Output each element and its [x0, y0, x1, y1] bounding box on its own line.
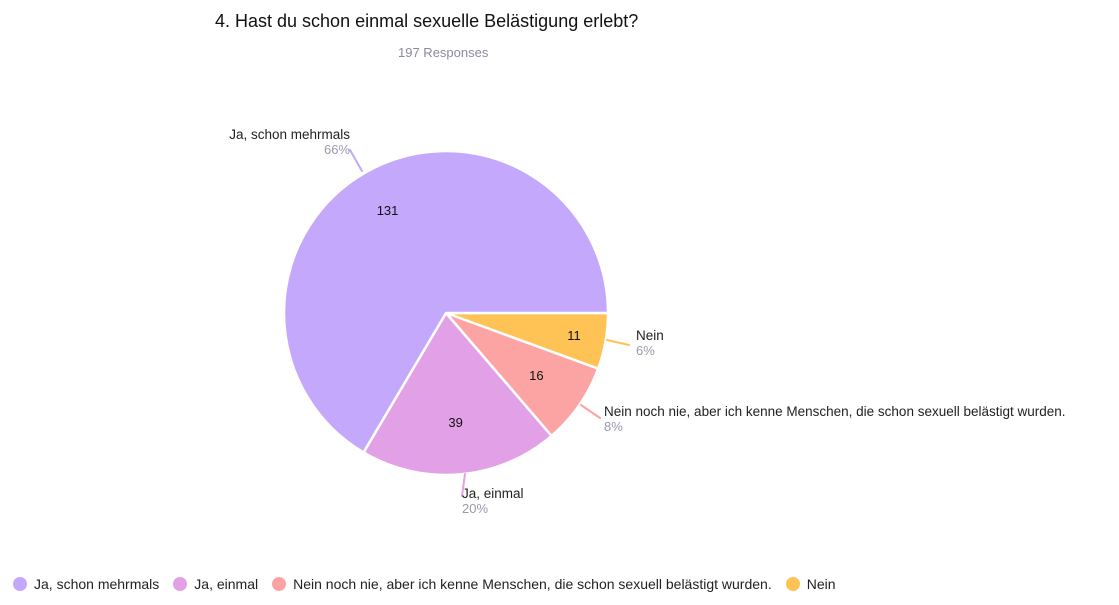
callout-label: Nein — [636, 328, 664, 343]
callout-leader-line — [349, 149, 363, 172]
slice-value-label: 16 — [529, 368, 543, 383]
chart-title: 4. Hast du schon einmal sexuelle Belästi… — [215, 11, 639, 31]
legend-label: Ja, schon mehrmals — [34, 576, 160, 592]
pie-slice[interactable] — [362, 311, 553, 477]
legend-swatch — [785, 577, 800, 591]
callout-label: Ja, schon mehrmals — [229, 127, 350, 142]
callout-percent: 6% — [636, 343, 655, 358]
callout-label: Nein noch nie, aber ich kenne Menschen, … — [604, 404, 1066, 419]
legend-label: Nein noch nie, aber ich kenne Menschen, … — [293, 576, 772, 592]
legend-swatch — [173, 577, 188, 591]
slice-value-label: 131 — [377, 203, 399, 218]
slice-value-label: 11 — [567, 328, 581, 343]
legend-item[interactable]: Nein noch nie, aber ich kenne Menschen, … — [272, 576, 772, 592]
callout-percent: 20% — [462, 501, 488, 516]
slice-value-label: 39 — [448, 415, 462, 430]
chart-legend: Ja, schon mehrmals Ja, einmal Nein noch … — [13, 576, 850, 592]
callout-leader-line — [461, 473, 466, 497]
callout-leader-line — [580, 404, 601, 419]
callout-leader-line — [606, 339, 630, 346]
response-count: 197 Responses — [398, 45, 489, 60]
callout-percent: 8% — [604, 419, 623, 434]
pie-slice[interactable] — [282, 149, 610, 454]
legend-item[interactable]: Ja, schon mehrmals — [13, 576, 159, 592]
callout-percent: 66% — [324, 142, 350, 157]
callout-label: Ja, einmal — [462, 486, 524, 501]
legend-label: Nein — [806, 576, 836, 592]
legend-label: Ja, einmal — [194, 576, 259, 592]
legend-swatch — [13, 577, 27, 591]
legend-item[interactable]: Ja, einmal — [173, 576, 258, 592]
legend-swatch — [272, 577, 287, 591]
legend-item[interactable]: Nein — [785, 576, 836, 592]
